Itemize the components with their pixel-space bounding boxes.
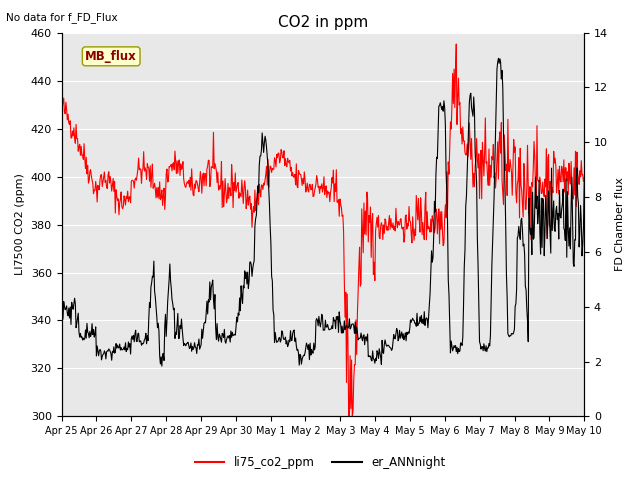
Title: CO2 in ppm: CO2 in ppm: [278, 15, 368, 30]
Text: MB_flux: MB_flux: [85, 50, 137, 63]
Y-axis label: FD Chamber flux: FD Chamber flux: [615, 178, 625, 272]
Y-axis label: LI7500 CO2 (ppm): LI7500 CO2 (ppm): [15, 174, 25, 276]
Legend: li75_co2_ppm, er_ANNnight: li75_co2_ppm, er_ANNnight: [190, 452, 450, 474]
Text: No data for f_FD_Flux: No data for f_FD_Flux: [6, 12, 118, 23]
